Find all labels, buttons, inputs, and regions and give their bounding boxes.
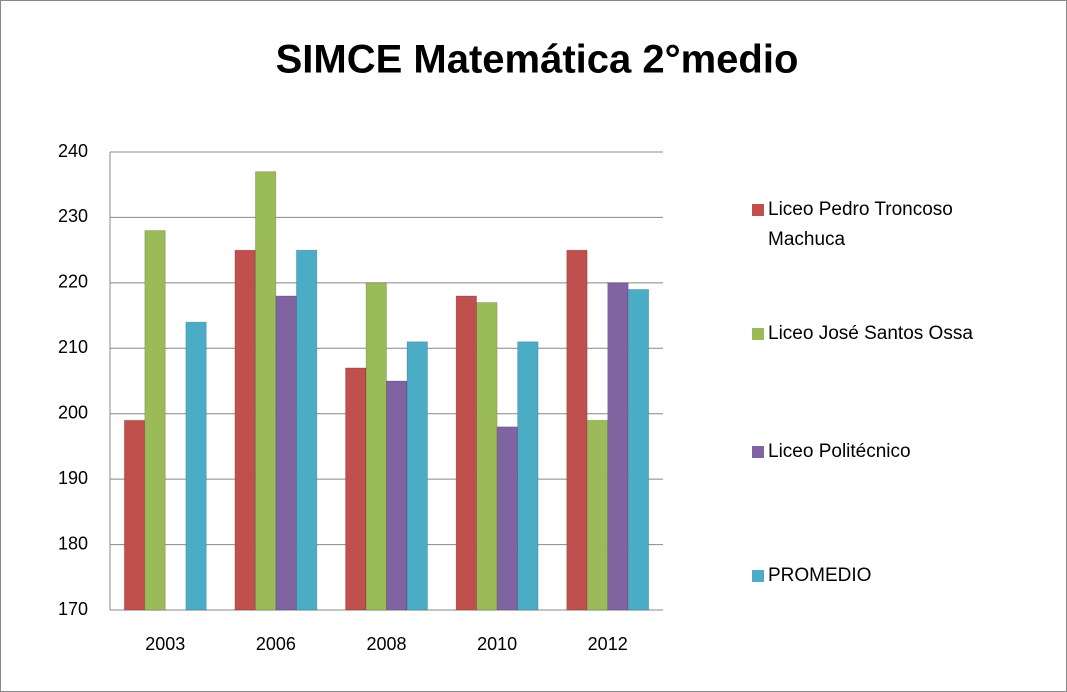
bar [185, 321, 207, 611]
x-tick-label: 2006 [256, 634, 296, 654]
bar [295, 249, 318, 611]
bar [607, 282, 629, 611]
legend-key [752, 328, 764, 340]
legend-item: Liceo José Santos Ossa [752, 319, 1052, 349]
bar [123, 419, 146, 611]
bar [627, 288, 650, 611]
legend-key [752, 446, 764, 458]
bar [386, 380, 408, 611]
y-tick-label: 180 [58, 533, 88, 553]
y-tick-label: 200 [58, 402, 88, 422]
y-tick-label: 230 [58, 206, 88, 226]
bar [365, 282, 387, 611]
y-tick-label: 190 [58, 468, 88, 488]
bar [345, 367, 367, 611]
legend-key [752, 204, 764, 216]
bar [496, 426, 519, 611]
legend-item: Liceo Politécnico [752, 437, 1052, 467]
bar [476, 301, 498, 611]
bar [455, 295, 478, 611]
bar [144, 230, 166, 611]
bar [566, 249, 588, 611]
legend-label: PROMEDIO [768, 565, 872, 586]
bar [406, 341, 428, 611]
bar [586, 419, 609, 611]
x-tick-label: 2012 [588, 634, 628, 654]
bar [254, 171, 277, 611]
y-tick-label: 220 [58, 272, 88, 292]
bar [275, 295, 297, 611]
legend-item: PROMEDIO [752, 561, 1052, 591]
x-tick-label: 2003 [145, 634, 185, 654]
x-tick-label: 2010 [477, 634, 517, 654]
legend-label: Liceo Politécnico [768, 441, 911, 462]
legend-label: Liceo José Santos Ossa [768, 323, 973, 344]
y-tick-label: 170 [58, 599, 88, 619]
legend-item: Liceo Pedro Troncoso Machuca [752, 195, 1052, 255]
bar [234, 249, 256, 611]
legend-key [752, 570, 764, 582]
bar [517, 341, 539, 611]
y-tick-label: 210 [58, 337, 88, 357]
legend-label: Liceo Pedro Troncoso Machuca [768, 199, 953, 250]
y-tick-label: 240 [58, 141, 88, 161]
chart-title: SIMCE Matemática 2°medio [276, 38, 799, 82]
x-tick-label: 2008 [366, 634, 406, 654]
